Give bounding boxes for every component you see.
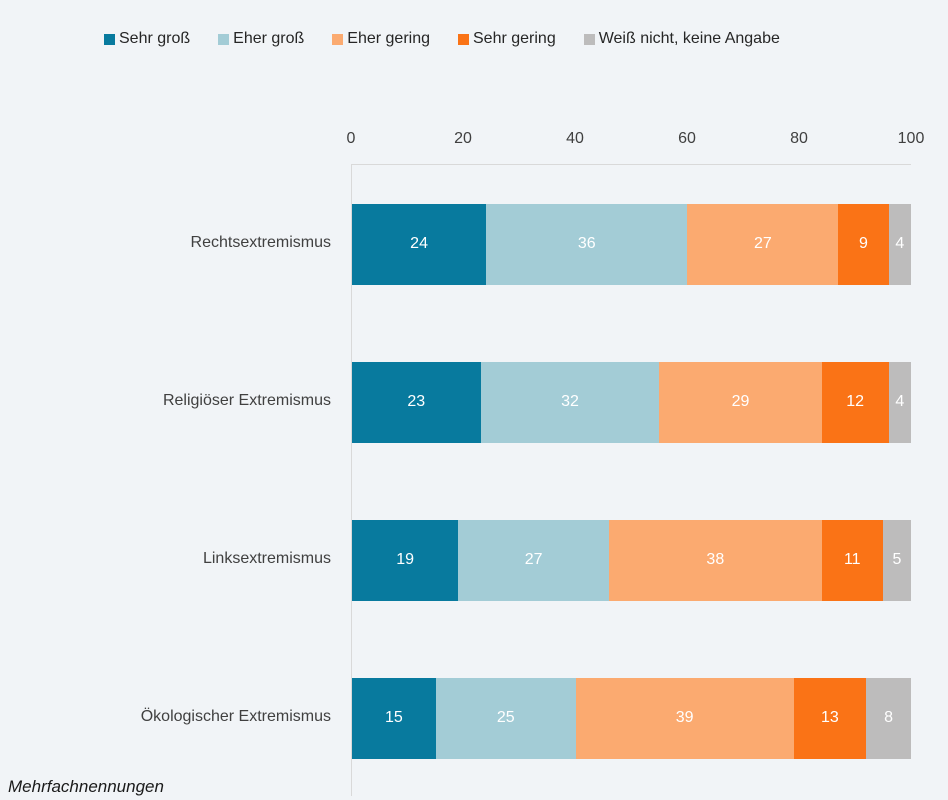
bar-segment-sehr-gro: 15 xyxy=(352,677,436,759)
bar-segment-eher-gro: 36 xyxy=(486,203,688,285)
bar-value-label: 38 xyxy=(706,551,725,568)
plot-area: 24 36 27 9 4 23 32 29 12 4 19 27 38 11 5 15 25 39 13 8 xyxy=(351,164,911,796)
bar-segment-sehr-gering: 9 xyxy=(838,203,889,285)
legend-label: Sehr groß xyxy=(119,30,191,47)
x-axis-tick-label: 20 xyxy=(454,130,472,147)
bar-value-label: 11 xyxy=(843,551,861,568)
bar: 15 25 39 13 8 xyxy=(352,677,911,759)
bar-value-label: 9 xyxy=(859,235,868,252)
legend-marker-icon xyxy=(583,33,595,45)
bar-segment-sehr-gering: 11 xyxy=(821,519,884,601)
category-label-linksextremismus: Linksextremismus xyxy=(202,550,331,567)
bar-value-label: 27 xyxy=(524,551,543,568)
bar-value-label: 32 xyxy=(561,393,579,410)
bar-value-label: 4 xyxy=(895,235,905,252)
legend-marker-icon xyxy=(218,33,230,45)
bar-value-label: 39 xyxy=(675,709,694,726)
bar-value-label: 27 xyxy=(753,235,772,252)
bar-segment-wei-nicht-keine-angabe: 5 xyxy=(883,519,911,601)
x-axis-tick-label: 60 xyxy=(678,130,696,147)
bar-segment-sehr-gering: 12 xyxy=(821,361,889,443)
category-labels: Rechtsextremismus Religiöser Extremismus L… xyxy=(0,164,341,796)
bar-value-label: 8 xyxy=(884,709,894,726)
bar-segment-sehr-gro: 19 xyxy=(352,519,459,601)
bar-value-label: 19 xyxy=(396,551,414,568)
legend-marker-icon xyxy=(332,33,344,45)
legend: Sehr groß Eher groß Eher gering Sehr gering… xyxy=(104,30,780,48)
bar-value-label: 12 xyxy=(846,393,864,410)
x-axis-tick-label: 100 xyxy=(897,130,925,147)
x-axis-tick-label: 0 xyxy=(346,130,356,147)
bar-segment-sehr-gro: 24 xyxy=(352,203,487,285)
x-axis-ticks: 0 20 40 60 80 100 xyxy=(347,130,925,152)
bar: 23 32 29 12 4 xyxy=(352,361,911,443)
bar-value-label: 24 xyxy=(410,235,428,252)
legend-marker-icon xyxy=(104,33,115,45)
bar: 19 27 38 11 5 xyxy=(352,519,911,601)
bar-segment-wei-nicht-keine-angabe: 8 xyxy=(866,677,911,759)
bar-value-label: 29 xyxy=(731,393,750,410)
bar: 24 36 27 9 4 xyxy=(352,203,911,285)
footer-note: Mehrfachnennungen xyxy=(8,777,164,796)
bar-row-kologischer-extremismus: 15 25 39 13 8 xyxy=(352,639,911,797)
bar-row-religi-ser-extremismus: 23 32 29 12 4 xyxy=(352,323,911,481)
bar-value-label: 25 xyxy=(496,709,515,726)
bar-segment-wei-nicht-keine-angabe: 4 xyxy=(888,203,911,285)
bar-value-label: 36 xyxy=(577,235,596,252)
bar-segment-eher-gro: 25 xyxy=(435,677,576,759)
bar-segment-eher-gering: 39 xyxy=(575,677,794,759)
bar-value-label: 23 xyxy=(407,393,426,410)
legend-marker-icon xyxy=(458,33,469,45)
legend-label: Sehr gering xyxy=(473,30,556,47)
legend-item-eher-gering: Eher gering xyxy=(332,30,430,48)
category-label-kologischer-extremismus: Ökologischer Extremismus xyxy=(140,708,331,725)
legend-item-wei-nicht-keine-angabe: Weiß nicht, keine Angabe xyxy=(583,30,780,48)
x-axis-tick-label: 80 xyxy=(790,130,808,147)
bar-segment-eher-gering: 27 xyxy=(687,203,839,285)
category-label-rechtsextremismus: Rechtsextremismus xyxy=(190,234,331,251)
legend-item-sehr-gro: Sehr groß xyxy=(104,30,190,48)
x-axis-tick-label: 40 xyxy=(566,130,584,147)
legend-item-sehr-gering: Sehr gering xyxy=(458,30,556,48)
bar-segment-sehr-gering: 13 xyxy=(793,677,867,759)
legend-label: Weiß nicht, keine Angabe xyxy=(598,30,780,47)
legend-item-eher-gro: Eher groß xyxy=(218,30,304,48)
bar-segment-eher-gering: 38 xyxy=(609,519,822,601)
category-label-religi-ser-extremismus: Religiöser Extremismus xyxy=(162,392,331,409)
bar-segment-sehr-gro: 23 xyxy=(352,361,481,443)
bar-segment-eher-gering: 29 xyxy=(659,361,822,443)
bar-value-label: 5 xyxy=(892,551,902,568)
bar-value-label: 4 xyxy=(895,393,905,410)
bar-value-label: 13 xyxy=(821,709,839,726)
bar-row-rechtsextremismus: 24 36 27 9 4 xyxy=(352,165,911,323)
bar-value-label: 15 xyxy=(385,709,403,726)
bar-segment-eher-gro: 32 xyxy=(480,361,660,443)
bar-row-linksextremismus: 19 27 38 11 5 xyxy=(352,481,911,639)
legend-label: Eher gering xyxy=(347,30,430,47)
bar-segment-wei-nicht-keine-angabe: 4 xyxy=(888,361,911,443)
legend-label: Eher groß xyxy=(233,30,305,47)
bar-segment-eher-gro: 27 xyxy=(458,519,610,601)
